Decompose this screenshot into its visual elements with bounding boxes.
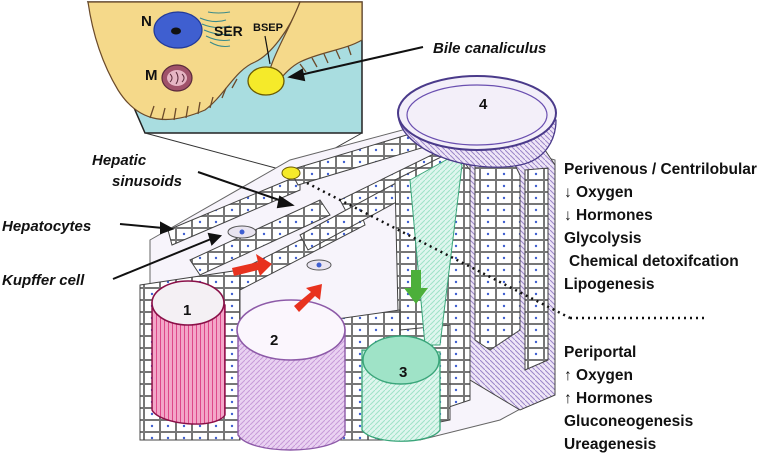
vessel-2-hepatic-artery <box>236 299 346 451</box>
periportal-gluconeogenesis: Gluconeogenesis <box>564 413 694 430</box>
hepatic-sinusoids-label-line1: Hepatic <box>92 152 147 169</box>
bile-canaliculus-pointer <box>299 46 424 76</box>
flow-arrow-red-2 <box>294 284 322 312</box>
mitochondrion-label: M <box>145 67 158 84</box>
vessel-number-2: 2 <box>270 332 278 349</box>
vessel-number-4: 4 <box>479 96 488 113</box>
sinusoids-pointer <box>197 171 283 202</box>
bsep-pointer <box>264 35 271 65</box>
kupffer-pointer <box>112 238 212 280</box>
bsep-label: BSEP <box>253 22 283 34</box>
hepatic-sinusoids-label-line2: sinusoids <box>112 173 182 190</box>
kupffer-arrowhead <box>207 232 223 246</box>
bile-canaliculus-inset <box>247 66 285 96</box>
bile-canaliculus-label: Bile canaliculus <box>433 40 546 57</box>
zone-divider-diagonal <box>306 181 571 320</box>
sinusoids-arrowhead <box>276 195 295 209</box>
perivenous-glycolysis: Glycolysis <box>564 230 642 247</box>
hepatocytes-arrowhead <box>160 221 175 235</box>
hepatocytes-label: Hepatocytes <box>2 218 91 235</box>
vessel-number-3: 3 <box>399 364 407 381</box>
periportal-title: Periportal <box>564 344 637 361</box>
vessel-1-portal-vein <box>151 280 226 425</box>
perivenous-lipogenesis: Lipogenesis <box>564 276 655 293</box>
vessel-3-bile-duct <box>361 335 441 442</box>
vessel-number-1: 1 <box>183 302 191 319</box>
nucleus-label: N <box>141 13 152 30</box>
bile-canaliculus-tissue <box>281 166 301 180</box>
perivenous-oxygen: ↓ Oxygen <box>564 184 633 201</box>
flow-arrow-green <box>404 270 428 304</box>
perivenous-title: Perivenous / Centrilobular <box>564 161 757 178</box>
ser-label: SER <box>214 23 243 39</box>
kupffer-cell-label: Kupffer cell <box>2 272 85 289</box>
perivenous-detox: Chemical detoxifcation <box>569 253 739 270</box>
perivenous-zone-list: Perivenous / Centrilobular ↓ Oxygen ↓ Ho… <box>564 158 757 296</box>
perivenous-hormones: ↓ Hormones <box>564 207 653 224</box>
periportal-hormones: ↑ Hormones <box>564 390 653 407</box>
inset-panel <box>86 1 363 134</box>
zoom-line-left <box>144 132 284 171</box>
mitochondrion <box>161 64 193 92</box>
vessel-4-central-vein <box>397 75 557 168</box>
ser-organelle <box>199 11 231 48</box>
flow-arrow-red-1 <box>232 254 272 276</box>
hepatocytes-pointer <box>119 223 164 229</box>
periportal-ureagenesis: Ureagenesis <box>564 436 657 453</box>
periportal-zone-list: Periportal ↑ Oxygen ↑ Hormones Gluconeog… <box>564 341 693 456</box>
bile-canaliculus-arrowhead <box>287 68 306 82</box>
periportal-oxygen: ↑ Oxygen <box>564 367 633 384</box>
